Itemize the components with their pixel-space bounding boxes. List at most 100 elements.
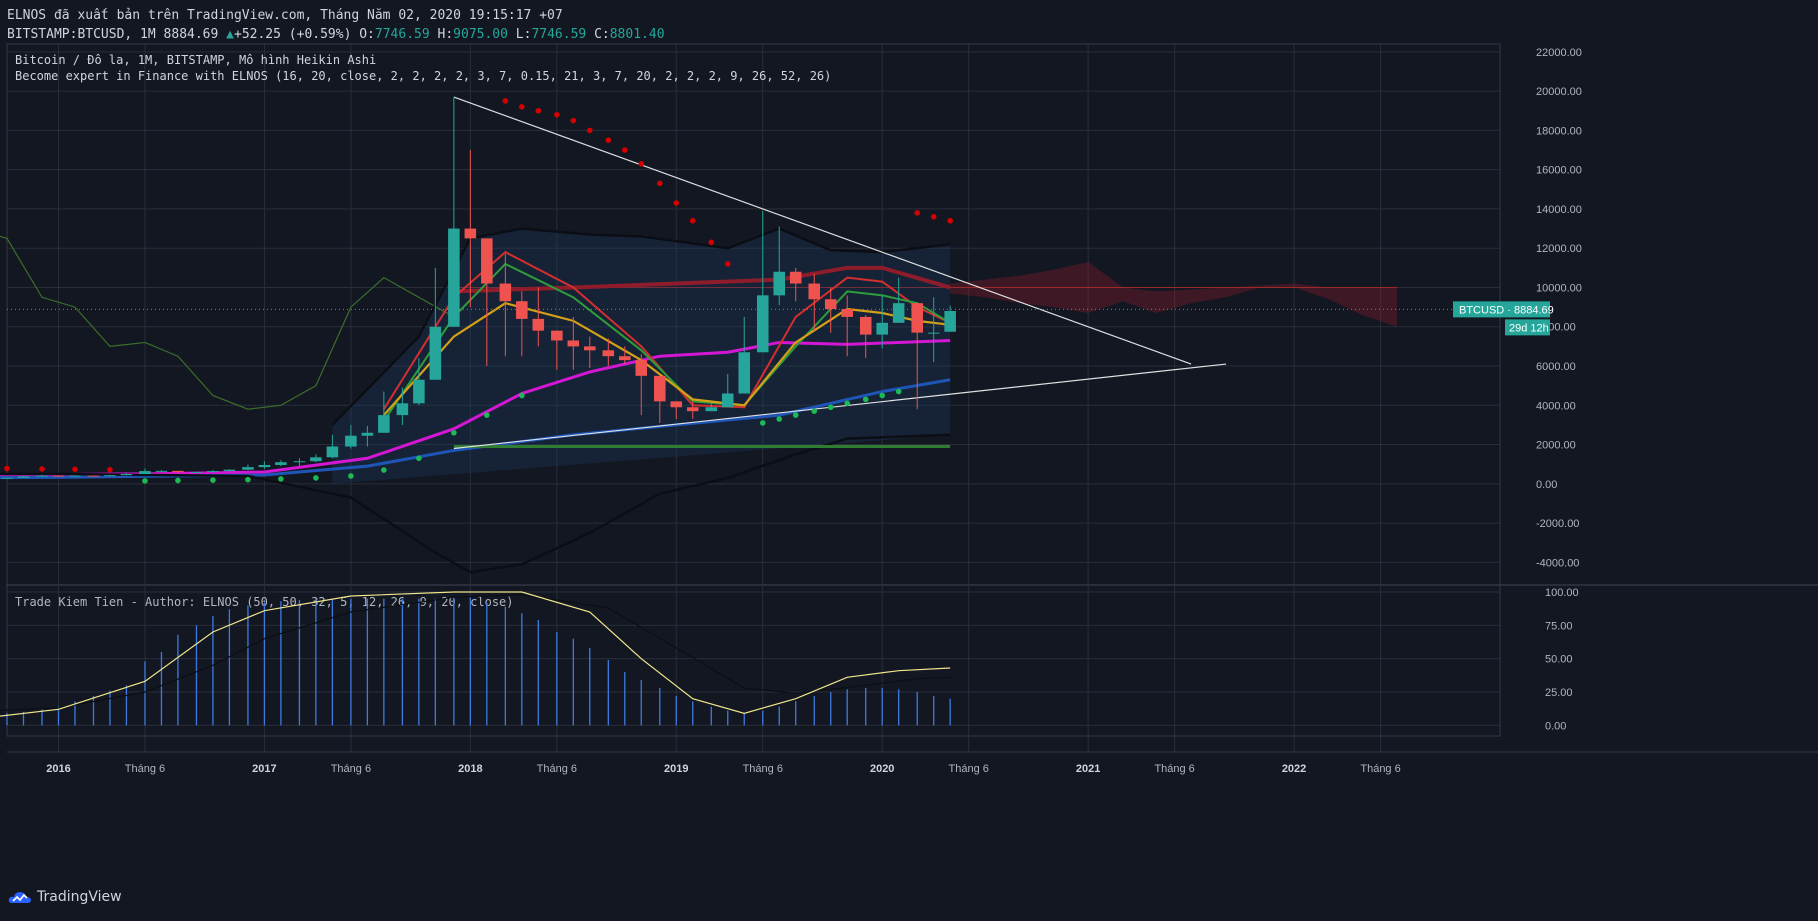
candle-body — [361, 432, 374, 436]
y-tick-label: 0.00 — [1536, 479, 1557, 491]
candle-body — [396, 403, 409, 416]
candle-body — [378, 415, 390, 433]
sar-dot — [381, 467, 387, 473]
sar-dot — [72, 466, 78, 473]
sar-dot — [621, 147, 628, 153]
brand-name: TradingView — [37, 889, 122, 905]
candle-body — [876, 322, 888, 335]
candle-body — [464, 228, 477, 239]
candle-body — [293, 461, 306, 463]
y-tick-label: 16000.00 — [1536, 165, 1582, 177]
cloud-logo-icon — [8, 892, 32, 903]
sar-dot — [862, 396, 869, 403]
sar-dot — [724, 261, 731, 267]
y-tick-label: -2000.00 — [1536, 518, 1579, 530]
high-value: 9075.00 — [453, 27, 508, 42]
ohlc-line: BITSTAMP:BTCUSD, 1M 8884.69 ▲+52.25 (+0.… — [7, 27, 665, 42]
upper_trend-line — [453, 96, 1192, 365]
sar-dot — [811, 408, 818, 414]
osc-y-tick-label: 100.00 — [1545, 587, 1579, 599]
candle-body — [757, 295, 769, 353]
sar-dot — [107, 466, 113, 473]
candle-body — [345, 435, 357, 447]
sar-dot — [895, 388, 902, 395]
candle-body — [17, 476, 30, 478]
osc-y-tick-label: 75.00 — [1545, 620, 1573, 632]
sar-dot — [657, 180, 663, 187]
candle-body — [223, 469, 236, 472]
candle-body — [104, 475, 116, 477]
sar-dot — [535, 107, 542, 114]
x-tick-label: 2021 — [1076, 763, 1100, 775]
sar-dot — [570, 117, 577, 124]
candle-body — [87, 475, 100, 477]
sar-dot — [348, 473, 354, 479]
symbol-label[interactable]: BITSTAMP:BTCUSD, 1M — [7, 27, 156, 42]
y-tick-label: 12000.00 — [1536, 243, 1582, 255]
osc-legend: Trade Kiem Tien - Author: ELNOS (50, 50,… — [15, 595, 514, 609]
candle-body — [738, 352, 750, 394]
x-tick-label: 2020 — [870, 763, 894, 775]
plot-frame — [6, 43, 1501, 737]
sar-dot — [554, 111, 560, 118]
indicator-orange_ma — [383, 301, 951, 416]
close-label: C: — [594, 27, 610, 42]
candle-body — [190, 471, 203, 473]
candle-body — [120, 474, 133, 476]
candle-body — [155, 470, 168, 472]
sar-dot — [4, 465, 10, 472]
candle-body — [275, 462, 287, 465]
y-tick-label: -4000.00 — [1536, 557, 1579, 569]
candle-body — [619, 356, 631, 361]
high-label: H: — [437, 27, 454, 42]
price-tag-bg — [1453, 301, 1550, 318]
candle-body — [326, 446, 339, 458]
price-tag-text: BTCUSD · 8884.69 — [1459, 304, 1554, 316]
x-tick-label: 2022 — [1282, 763, 1306, 775]
candle-body — [139, 471, 151, 475]
sar-dot — [827, 404, 834, 411]
change-arrow-icon: ▲ — [226, 27, 234, 42]
x-tick-label: 2017 — [252, 763, 276, 775]
low-label: L: — [515, 27, 532, 42]
candle-body — [481, 238, 493, 284]
low-value: 7746.59 — [531, 27, 587, 42]
countdown-bg — [1505, 319, 1550, 336]
candle-body — [413, 379, 425, 404]
x-tick-label: Tháng 6 — [743, 763, 783, 775]
indicator-lower_band — [0, 433, 951, 574]
x-tick-label: Tháng 6 — [1360, 763, 1400, 775]
candle-body — [551, 330, 563, 341]
osc-y-tick-label: 50.00 — [1545, 654, 1573, 666]
open-value: 7746.59 — [374, 27, 430, 42]
candle-body — [686, 407, 699, 412]
osc-main-line — [0, 591, 951, 717]
sar-dot — [689, 217, 696, 224]
tradingview-logo[interactable]: TradingView — [8, 889, 122, 905]
candle-body — [911, 303, 923, 333]
sar-dot — [776, 416, 783, 422]
indicator-magenta — [0, 338, 951, 477]
candle-body — [654, 375, 666, 402]
candle-body — [892, 303, 905, 323]
x-tick-label: Tháng 6 — [949, 763, 989, 775]
candle-body — [773, 271, 786, 296]
sar-dot — [605, 137, 612, 144]
sar-dot — [914, 210, 921, 216]
sar-dot — [947, 217, 953, 224]
sar-dot — [502, 98, 509, 104]
sar-dot — [142, 478, 148, 484]
x-tick-label: Tháng 6 — [537, 763, 577, 775]
sar-dot — [638, 160, 645, 167]
cloud-fill — [950, 261, 1398, 327]
y-tick-label: 22000.00 — [1536, 47, 1582, 59]
candle-body — [808, 283, 821, 300]
candle-body — [824, 299, 837, 310]
change-value: +52.25 (+0.59%) — [234, 27, 352, 42]
candle-body — [499, 283, 512, 302]
y-tick-label: 20000.00 — [1536, 86, 1582, 98]
x-tick-label: Tháng 6 — [125, 763, 165, 775]
sar-dot — [451, 429, 457, 436]
candle-body — [69, 475, 81, 477]
